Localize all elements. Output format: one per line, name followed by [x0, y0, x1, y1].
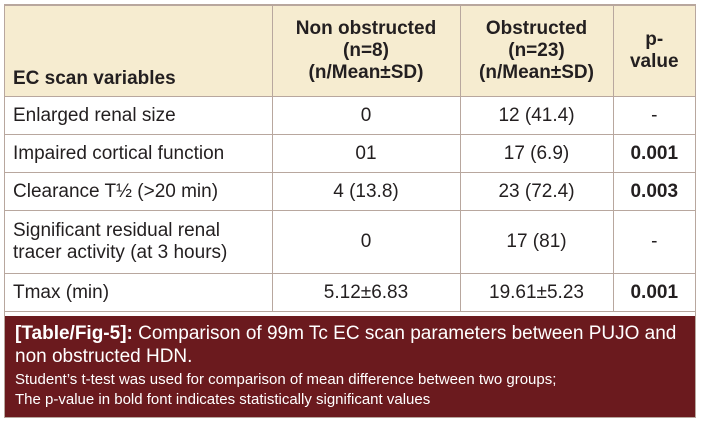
table-header-row: EC scan variables Non obstructed (n=8) (… — [5, 5, 695, 97]
header-p-value: p- value — [612, 5, 695, 97]
cell-variable: Significant residual renal tracer activi… — [5, 210, 273, 274]
caption-title: Comparison of 99m Tc EC scan parameters … — [15, 323, 677, 367]
table-row: Clearance T½ (>20 min) 4 (13.8) 23 (72.4… — [5, 172, 695, 211]
cell-p-value: 0.001 — [612, 273, 695, 312]
table-row: Significant residual renal tracer activi… — [5, 210, 695, 274]
table-figure: EC scan variables Non obstructed (n=8) (… — [4, 4, 696, 418]
cell-variable: Tmax (min) — [5, 273, 273, 312]
data-table: EC scan variables Non obstructed (n=8) (… — [5, 5, 695, 312]
cell-non-obstructed: 4 (13.8) — [271, 172, 461, 211]
cell-variable: Enlarged renal size — [5, 96, 273, 135]
caption-note-1: Student’s t-test was used for comparison… — [15, 371, 557, 388]
table-row: Enlarged renal size 0 12 (41.4) - — [5, 96, 695, 135]
cell-p-value: - — [612, 210, 695, 274]
table-row: Tmax (min) 5.12±6.83 19.61±5.23 0.001 — [5, 273, 695, 312]
cell-obstructed: 12 (41.4) — [459, 96, 614, 135]
cell-non-obstructed: 0 — [271, 210, 461, 274]
cell-obstructed: 19.61±5.23 — [459, 273, 614, 312]
cell-non-obstructed: 0 — [271, 96, 461, 135]
table-row: Impaired cortical function 01 17 (6.9) 0… — [5, 134, 695, 173]
caption-label: [Table/Fig-5]: — [15, 323, 133, 344]
cell-obstructed: 17 (6.9) — [459, 134, 614, 173]
header-non-obstructed: Non obstructed (n=8) (n/Mean±SD) — [271, 5, 461, 97]
caption-note: Student’s t-test was used for comparison… — [15, 370, 685, 410]
cell-obstructed: 17 (81) — [459, 210, 614, 274]
header-ec-scan-variables: EC scan variables — [5, 5, 273, 97]
cell-p-value: - — [612, 96, 695, 135]
cell-variable: Impaired cortical function — [5, 134, 273, 173]
caption-note-2: The p-value in bold font indicates stati… — [15, 391, 431, 408]
cell-p-value: 0.001 — [612, 134, 695, 173]
header-obstructed: Obstructed (n=23) (n/Mean±SD) — [459, 5, 614, 97]
cell-obstructed: 23 (72.4) — [459, 172, 614, 211]
figure-caption: [Table/Fig-5]: Comparison of 99m Tc EC s… — [5, 316, 695, 417]
cell-variable: Clearance T½ (>20 min) — [5, 172, 273, 211]
caption-main: [Table/Fig-5]: Comparison of 99m Tc EC s… — [15, 322, 685, 368]
cell-p-value: 0.003 — [612, 172, 695, 211]
cell-non-obstructed: 01 — [271, 134, 461, 173]
cell-non-obstructed: 5.12±6.83 — [271, 273, 461, 312]
